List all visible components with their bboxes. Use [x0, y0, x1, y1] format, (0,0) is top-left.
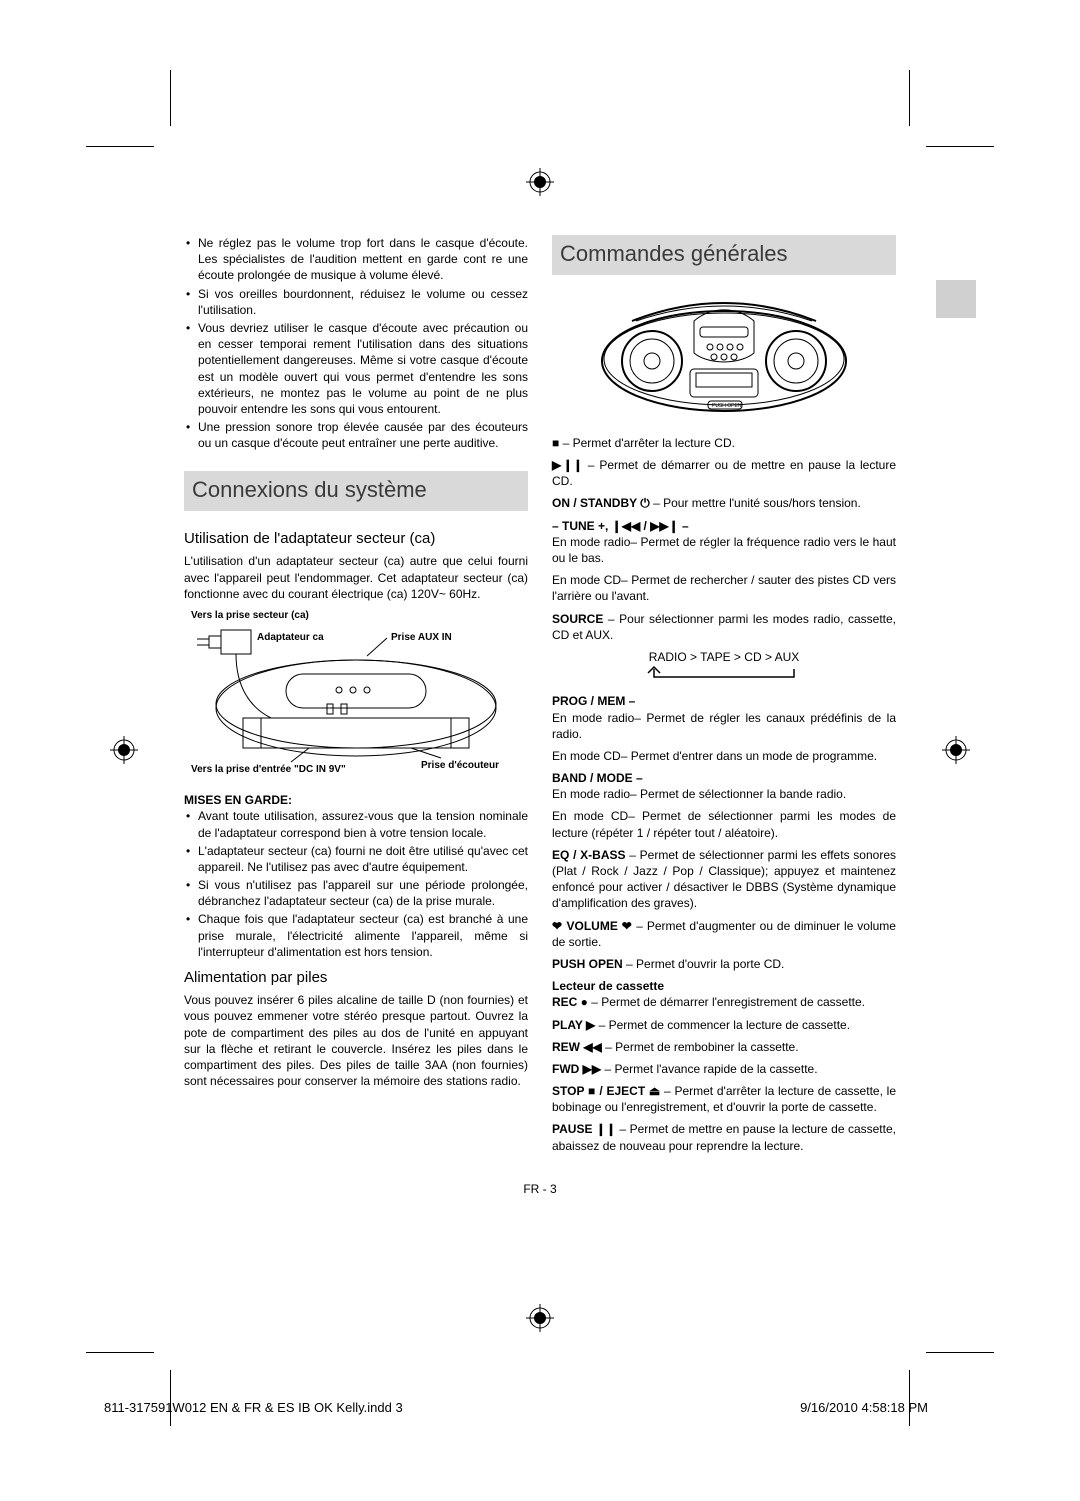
stop-eject-item: STOP ■ / EJECT ⏏ – Permet d'arrêter la l…	[552, 1083, 896, 1115]
diagram-label-outlet: Vers la prise secteur (ca)	[191, 610, 309, 621]
tune-label: – TUNE +, ❙◀◀ / ▶▶❙ –	[552, 518, 896, 534]
bullet: L'adaptateur secteur (ca) fourni ne doit…	[184, 843, 528, 875]
standby-label: ON / STANDBY ⏻	[552, 496, 650, 510]
pause-item: PAUSE ❙❙ – Permet de mettre en pause la …	[552, 1121, 896, 1153]
subheading-adapter: Utilisation de l'adaptateur secteur (ca)	[184, 529, 528, 549]
bullet: Chaque fois que l'adaptateur secteur (ca…	[184, 911, 528, 960]
eq-item: EQ / X-BASS – Permet de sélectionner par…	[552, 847, 896, 912]
prog-label: PROG / MEM –	[552, 693, 896, 709]
adapter-body: L'utilisation d'un adaptateur secteur (c…	[184, 553, 528, 602]
cassette-heading: Lecteur de cassette	[552, 978, 896, 994]
play-pause-icon: ▶❙❙	[552, 458, 583, 472]
play-label: PLAY ▶	[552, 1018, 595, 1032]
rec-item: REC ● – Permet de démarrer l'enregistrem…	[552, 994, 896, 1010]
diagram-label-aux: Prise AUX IN	[391, 632, 452, 643]
item-text: – Pour sélectionner parmi les modes radi…	[552, 612, 896, 642]
registration-mark-icon	[526, 168, 554, 196]
prog-radio-text: En mode radio– Permet de régler les cana…	[552, 710, 896, 742]
play-pause-cd-item: ▶❙❙ – Permet de démarrer ou de mettre en…	[552, 457, 896, 489]
item-text: – Permet de démarrer l'enregistrement de…	[588, 995, 865, 1009]
bullet: Ne réglez pas le volume trop fort dans l…	[184, 235, 528, 284]
item-text: – Permet de rembobiner la cassette.	[602, 1040, 799, 1054]
crop-mark	[909, 1370, 910, 1426]
band-radio-text: En mode radio– Permet de sélectionner la…	[552, 786, 896, 802]
prog-cd-text: En mode CD– Permet d'entrer dans un mode…	[552, 748, 896, 764]
batteries-body: Vous pouvez insérer 6 piles alcaline de …	[184, 992, 528, 1089]
eq-label: EQ / X-BASS	[552, 848, 626, 862]
rec-label: REC ●	[552, 995, 588, 1009]
item-text: – Permet de commencer la lecture de cass…	[595, 1018, 850, 1032]
bullet: Avant toute utilisation, assurez-vous qu…	[184, 808, 528, 840]
page-tab	[936, 280, 976, 318]
push-open-label: PUSH OPEN	[552, 957, 623, 971]
band-label: BAND / MODE –	[552, 770, 896, 786]
source-label: SOURCE	[552, 612, 603, 626]
rew-item: REW ◀◀ – Permet de rembobiner la cassett…	[552, 1039, 896, 1055]
item-text: – Pour mettre l'unité sous/hors tension.	[650, 496, 861, 510]
connection-diagram: Vers la prise secteur (ca) Adaptateur ca…	[184, 608, 528, 782]
crop-mark	[909, 70, 910, 126]
stop-eject-label: STOP ■ / EJECT ⏏	[552, 1084, 660, 1098]
crop-mark	[926, 146, 994, 147]
item-text: – Permet l'avance rapide de la cassette.	[601, 1062, 817, 1076]
diagram-label-adapter: Adaptateur ca	[257, 632, 324, 643]
registration-mark-icon	[942, 736, 970, 764]
item-text: – Permet d'arrêter la lecture CD.	[559, 436, 735, 450]
print-footer-right: 9/16/2010 4:58:18 PM	[800, 1400, 928, 1415]
left-column: Ne réglez pas le volume trop fort dans l…	[184, 235, 528, 1160]
boombox-front-diagram: PUSH OPEN	[552, 291, 896, 425]
crop-mark	[170, 1370, 171, 1426]
registration-mark-icon	[110, 736, 138, 764]
bullet: Une pression sonore trop élevée causée p…	[184, 419, 528, 451]
diagram-label-dcin: Vers la prise d'entrée "DC IN 9V"	[191, 764, 346, 775]
print-footer-left: 811-317591W012 EN & FR & ES IB OK Kelly.…	[104, 1400, 403, 1415]
fwd-item: FWD ▶▶ – Permet l'avance rapide de la ca…	[552, 1061, 896, 1077]
section-heading-connexions: Connexions du système	[184, 471, 528, 511]
diagram-label-earphone: Prise d'écouteur	[421, 760, 499, 771]
pause-label: PAUSE ❙❙	[552, 1122, 616, 1136]
tune-radio-text: En mode radio– Permet de régler la fréqu…	[552, 534, 896, 566]
cycle-arrow-icon	[552, 665, 896, 685]
crop-mark	[86, 146, 154, 147]
standby-item: ON / STANDBY ⏻ – Pour mettre l'unité sou…	[552, 495, 896, 511]
page-content: Ne réglez pas le volume trop fort dans l…	[184, 235, 896, 1160]
item-text: – Permet de démarrer ou de mettre en pau…	[552, 458, 896, 488]
section-heading-commandes: Commandes générales	[552, 235, 896, 275]
volume-item: ❤ VOLUME ❤ – Permet d'augmenter ou de di…	[552, 918, 896, 950]
bullet: Vous devriez utiliser le casque d'écoute…	[184, 320, 528, 417]
svg-text:PUSH OPEN: PUSH OPEN	[712, 403, 742, 409]
right-column: Commandes générales	[552, 235, 896, 1160]
crop-mark	[926, 1352, 994, 1353]
crop-mark	[170, 70, 171, 126]
registration-mark-icon	[526, 1304, 554, 1332]
push-open-item: PUSH OPEN – Permet d'ouvrir la porte CD.	[552, 956, 896, 972]
tune-cd-text: En mode CD– Permet de rechercher / saute…	[552, 572, 896, 604]
band-cd-text: En mode CD– Permet de sélectionner parmi…	[552, 808, 896, 840]
fwd-label: FWD ▶▶	[552, 1062, 601, 1076]
volume-label: ❤ VOLUME ❤	[552, 919, 632, 933]
play-item: PLAY ▶ – Permet de commencer la lecture …	[552, 1017, 896, 1033]
item-text: – Permet d'ouvrir la porte CD.	[623, 957, 785, 971]
warning-bullets: Ne réglez pas le volume trop fort dans l…	[184, 235, 528, 451]
caution-bullets: Avant toute utilisation, assurez-vous qu…	[184, 808, 528, 960]
bullet: Si vos oreilles bourdonnent, réduisez le…	[184, 286, 528, 318]
page-number: FR - 3	[184, 1182, 896, 1196]
rew-label: REW ◀◀	[552, 1040, 602, 1054]
mises-en-garde-label: MISES EN GARDE:	[184, 792, 528, 808]
bullet: Si vous n'utilisez pas l'appareil sur un…	[184, 877, 528, 909]
stop-cd-item: ■ – Permet d'arrêter la lecture CD.	[552, 435, 896, 451]
crop-mark	[86, 1352, 154, 1353]
subheading-batteries: Alimentation par piles	[184, 968, 528, 988]
source-item: SOURCE – Pour sélectionner parmi les mod…	[552, 611, 896, 643]
source-cycle: RADIO > TAPE > CD > AUX	[552, 649, 896, 665]
